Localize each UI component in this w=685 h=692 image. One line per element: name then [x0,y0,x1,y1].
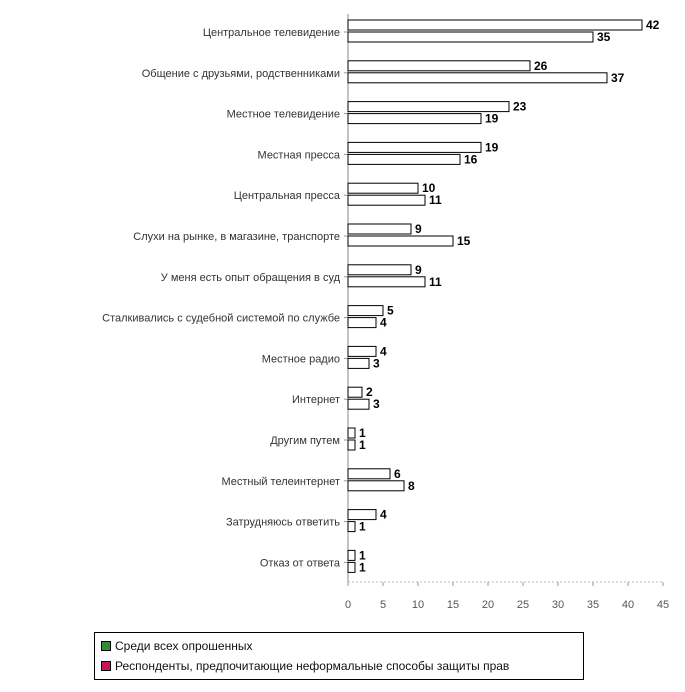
x-tick-label: 45 [657,599,669,611]
value-label: 26 [534,59,548,73]
category-label: Местная пресса [258,149,341,161]
x-tick-label: 30 [552,599,564,611]
bar-informal [347,521,356,533]
value-label: 19 [485,140,499,154]
value-label: 1 [359,438,366,452]
value-label: 35 [597,30,611,44]
category-label: Интернет [292,394,340,406]
value-label: 11 [429,275,442,289]
bar-informal [347,153,461,165]
value-label: 15 [457,234,471,248]
x-tick-label: 25 [517,599,529,611]
bar-all [347,345,377,357]
bar-all [347,509,377,521]
category-label: У меня есть опыт обращения в суд [161,272,341,284]
bar-all [347,19,643,31]
category-label: Сталкивались с судебной системой по служ… [102,313,340,325]
bar-all [347,182,419,194]
value-label: 1 [359,560,366,574]
category-label: Местное радио [262,353,340,365]
bar-informal [347,194,426,206]
category-label: Местное телевидение [227,109,340,121]
bar-all [347,549,356,561]
legend-item-informal-respondents: Респонденты, предпочитающие неформальные… [101,657,509,675]
category-label: Общение с друзьями, родственниками [142,68,340,80]
value-label: 9 [415,263,422,277]
bar-all [347,141,482,153]
value-label: 3 [373,356,380,370]
category-label: Отказ от ответа [260,557,341,569]
value-label: 1 [359,426,366,440]
bar-informal [347,72,608,84]
bar-all [347,468,391,480]
value-label: 2 [366,385,373,399]
category-label: Центральное телевидение [203,27,340,39]
bar-all [347,223,412,235]
legend: Среди всех опрошенных Респонденты, предп… [94,632,584,680]
value-label: 16 [464,152,478,166]
value-label: 11 [429,193,442,207]
legend-item-all-respondents: Среди всех опрошенных [101,637,252,655]
bar-informal [347,317,377,329]
bar-all [347,386,363,398]
bar-informal [347,480,405,492]
x-tick-label: 10 [412,599,424,611]
bar-all [347,427,356,439]
value-label: 8 [408,479,415,493]
bar-informal [347,113,482,125]
bar-informal [347,561,356,573]
legend-label-all: Среди всех опрошенных [115,639,253,653]
category-label: Затрудняюсь ответить [226,517,340,529]
category-label: Слухи на рынке, в магазине, транспорте [133,231,340,243]
bar-all [347,101,510,113]
value-label: 10 [422,181,436,195]
x-tick-label: 20 [482,599,494,611]
category-label: Центральная пресса [234,190,341,202]
value-label: 9 [415,222,422,236]
value-label: 5 [387,304,394,318]
category-label: Местный телеинтернет [221,476,340,488]
x-tick-label: 5 [380,599,386,611]
x-tick-label: 15 [447,599,459,611]
value-label: 1 [359,520,366,534]
legend-swatch-all [101,641,111,651]
value-label: 3 [373,397,380,411]
value-label: 19 [485,112,499,126]
bar-informal [347,398,370,410]
value-label: 4 [380,316,387,330]
bar-informal [347,357,370,369]
bar-informal [347,439,356,451]
value-label: 42 [646,18,660,32]
value-label: 37 [611,71,625,85]
value-label: 1 [359,548,366,562]
value-label: 23 [513,100,527,114]
value-label: 4 [380,344,387,358]
bar-all [347,305,384,317]
bar-informal [347,31,594,43]
x-tick-label: 35 [587,599,599,611]
x-tick-label: 0 [345,599,351,611]
legend-label-informal: Респонденты, предпочитающие неформальные… [115,659,510,673]
value-label: 4 [380,508,387,522]
legend-swatch-informal [101,661,111,671]
x-tick-label: 40 [622,599,634,611]
bar-all [347,60,531,72]
bar-all [347,264,412,276]
value-label: 6 [394,467,401,481]
bar-informal [347,235,454,247]
category-label: Другим путем [270,435,340,447]
bar-informal [347,276,426,288]
